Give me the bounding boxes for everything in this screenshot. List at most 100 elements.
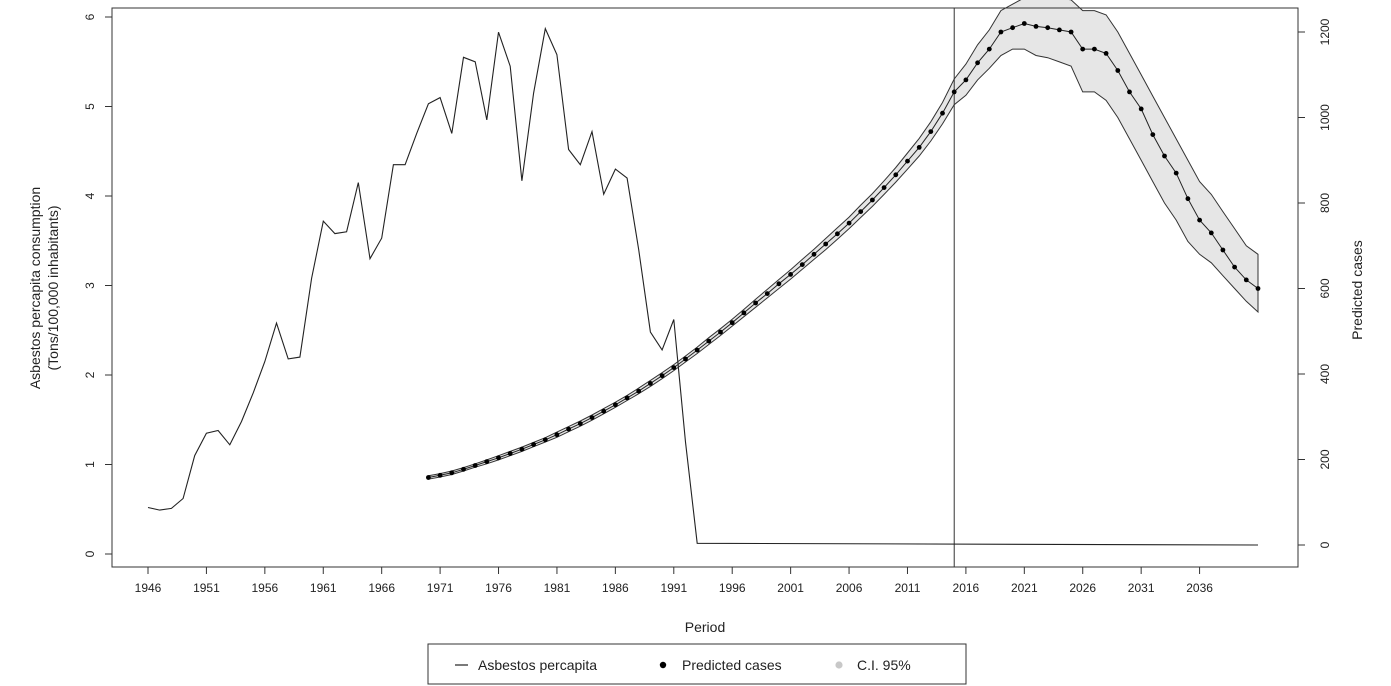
x-tick-label: 2021 [1011,581,1038,595]
y-left-axis-title-line1: Asbestos percapita consumption [27,187,43,389]
x-tick-label: 1991 [660,581,687,595]
predicted-point [1115,68,1121,73]
predicted-point [461,466,466,472]
predicted-point [1080,46,1086,52]
predicted-point [1150,132,1156,138]
axes-layer: 0 1 2 3 4 5 6 0 200 400 600 800 1000 1200 1946 1951 1956… [27,7,1365,635]
predicted-point [449,470,455,476]
predicted-point [531,442,536,447]
predicted-point [1197,217,1202,223]
predicted-point [1068,29,1074,35]
predicted-point [998,29,1004,35]
y-right-tick-label: 0 [1318,541,1332,548]
predicted-point [1173,170,1179,176]
predicted-point [636,388,642,394]
predicted-point [1162,153,1167,159]
predicted-point [1103,51,1109,56]
predicted-point [496,455,501,461]
y-left-tick-label: 6 [83,13,97,20]
x-tick-label: 1976 [485,581,512,595]
predicted-point [881,185,887,191]
predicted-point [1232,264,1237,270]
x-tick-label: 2006 [836,581,863,595]
predicted-point [835,231,840,237]
x-tick-label: 1981 [544,581,571,595]
predicted-point [577,421,583,426]
predicted-point [764,291,770,296]
predicted-point [1138,106,1144,112]
y-left-tick-label: 1 [83,461,97,468]
predicted-point [706,338,712,344]
x-tick-label: 1956 [251,581,278,595]
y-left-tick-label: 5 [83,103,97,110]
predicted-point [1255,286,1261,291]
x-tick-label: 1971 [427,581,454,595]
legend-box [427,643,967,685]
legend: Asbestos percapita Predicted cases C.I. 95… [427,643,967,685]
predicted-point [858,209,864,215]
predicted-point [659,373,665,379]
predicted-point [1045,25,1051,31]
predicted-point [484,459,490,464]
y-left-axis-title-line2: (Tons/100,000 inhabitants) [45,206,61,371]
predicted-point [799,262,805,267]
y-right-tick-label: 200 [1318,449,1332,469]
predicted-point [1010,25,1015,31]
legend-label-ci: C.I. 95% [857,657,911,673]
x-tick-label: 2001 [777,581,804,595]
predicted-point [916,145,922,150]
x-tick-label: 1946 [135,581,162,595]
predicted-point [542,437,548,443]
x-axis-title: Period [685,619,725,635]
predicted-point [589,415,595,420]
predicted-point [437,472,443,478]
series-layer [147,21,1261,546]
predicted-point [1092,46,1097,52]
y-right-tick-label: 400 [1318,364,1332,384]
predicted-point [823,241,829,247]
plot-frame [111,7,1299,568]
predicted-point [788,272,793,277]
predicted-point [893,172,899,178]
predicted-point [870,197,875,203]
y-right-axis-title: Predicted cases [1349,240,1365,340]
predicted-point [507,451,513,456]
predicted-point [554,432,560,438]
x-tick-label: 2031 [1128,581,1155,595]
predicted-point [975,60,980,66]
predicted-point [729,320,735,326]
ci-band [427,0,1259,480]
predicted-point [683,356,688,362]
predicted-point [613,402,618,408]
predicted-point [1127,89,1132,95]
y-right-tick-label: 1200 [1318,18,1332,45]
y-left-tick-label: 4 [83,192,97,199]
x-tick-label: 1961 [310,581,337,595]
predicted-point [963,77,969,83]
predicted-point [1185,196,1191,202]
predicted-point [951,89,957,95]
predicted-point [928,129,934,135]
predicted-point [1220,247,1226,253]
x-tick-label: 2011 [895,581,921,595]
predicted-point [648,381,653,386]
y-left-tick-label: 3 [83,282,97,289]
predicted-point [566,426,571,432]
predicted-point [601,408,607,414]
x-tick-label: 1996 [719,581,746,595]
predicted-point [753,300,758,306]
y-left-tick-label: 2 [83,371,97,378]
y-right-tick-label: 800 [1318,193,1332,213]
predicted-point [846,220,852,226]
x-tick-label: 1986 [602,581,629,595]
predicted-point [940,110,945,116]
predicted-point [624,395,630,401]
predicted-point [741,310,747,316]
predicted-point [986,46,992,52]
predicted-point [426,475,431,480]
x-tick-label: 2036 [1186,581,1213,595]
predicted-point [1033,24,1039,29]
predicted-point [472,463,478,468]
